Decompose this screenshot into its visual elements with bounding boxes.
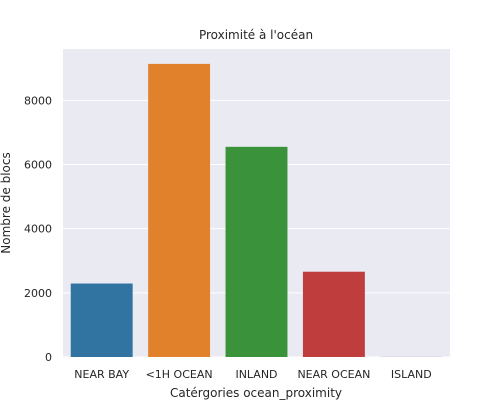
- x-tick-label: NEAR OCEAN: [297, 368, 370, 381]
- y-tick-labels: 0 2000 4000 6000 8000: [24, 94, 52, 364]
- y-axis-label: Nombre de blocs: [0, 152, 13, 253]
- x-tick-label: ISLAND: [391, 368, 432, 381]
- x-tick-label: <1H OCEAN: [146, 368, 213, 381]
- x-tick-label: NEAR BAY: [74, 368, 129, 381]
- bar-near-bay: [70, 283, 133, 357]
- bars: [70, 63, 443, 358]
- y-tick-label: 6000: [24, 159, 52, 172]
- y-tick-label: 4000: [24, 223, 52, 236]
- x-tick-labels: NEAR BAY <1H OCEAN INLAND NEAR OCEAN ISLAND: [74, 368, 431, 381]
- bar-near-ocean: [302, 271, 365, 357]
- y-tick-label: 8000: [24, 94, 52, 107]
- bar-1h-ocean: [148, 63, 211, 358]
- y-tick-label: 0: [45, 351, 52, 364]
- bar-inland: [225, 146, 288, 357]
- chart-title: Proximité à l'océan: [199, 28, 313, 42]
- x-tick-label: INLAND: [235, 368, 277, 381]
- y-tick-label: 2000: [24, 287, 52, 300]
- x-axis-label: Catérgories ocean_proximity: [170, 386, 342, 400]
